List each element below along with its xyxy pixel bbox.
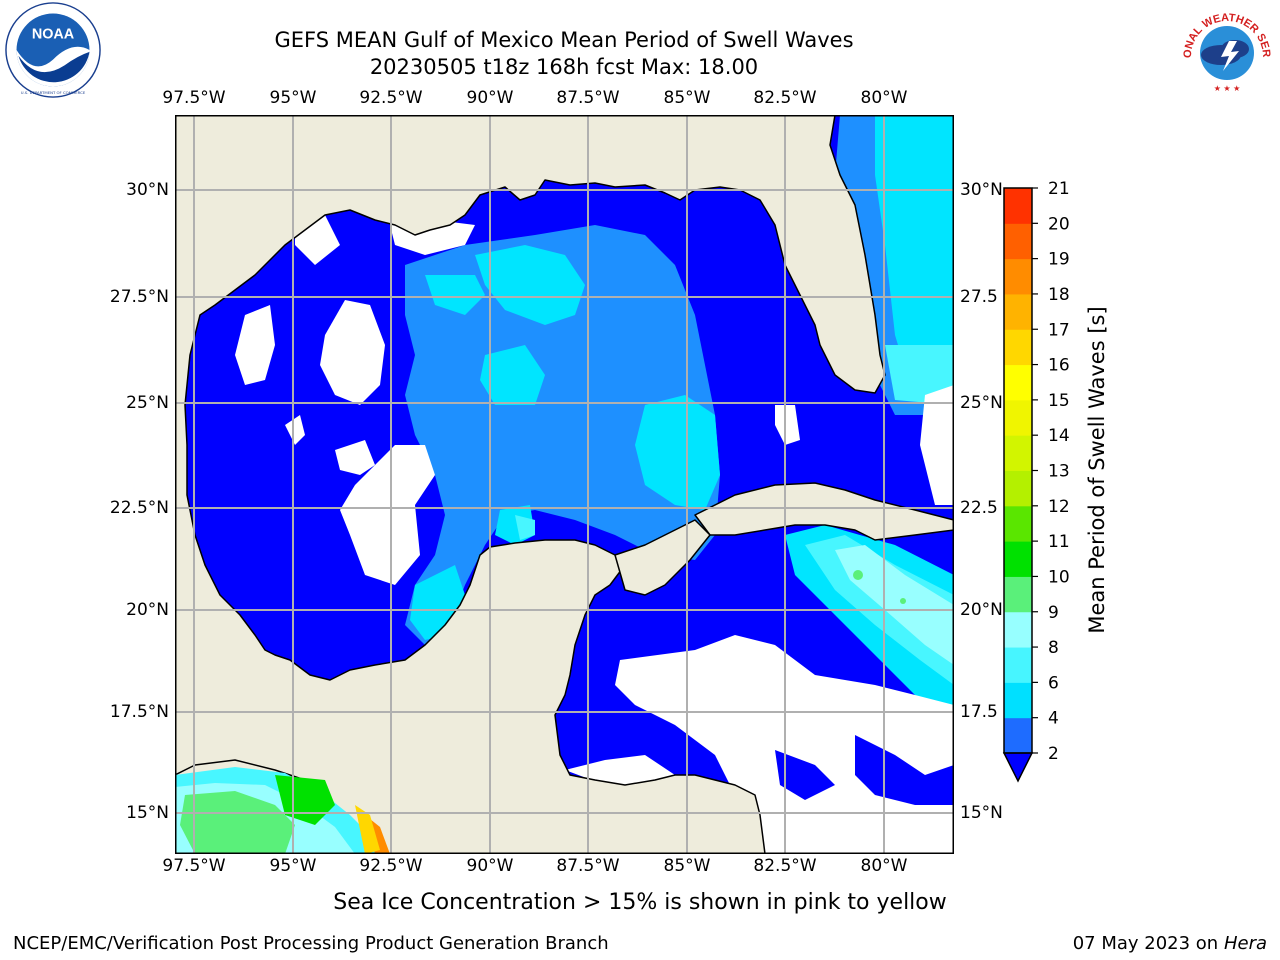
colorbar-segment xyxy=(1004,364,1032,401)
y-tick-left: 15°N xyxy=(126,803,169,823)
colorbar-tick-label: 12 xyxy=(1048,497,1070,517)
y-tick-right: 25°N xyxy=(960,393,1003,413)
colorbar-tick-label: 17 xyxy=(1048,320,1070,340)
y-tick-left: 25°N xyxy=(126,393,169,413)
colorbar-segment xyxy=(1004,541,1032,577)
colorbar-segment xyxy=(1004,435,1032,471)
chart-subtitle: 20230505 t18z 168h fcst Max: 18.00 xyxy=(369,55,759,79)
map-gridlines xyxy=(175,115,954,854)
colorbar-tick-label: 21 xyxy=(1048,180,1070,199)
colorbar-segment xyxy=(1004,647,1032,683)
nws-logo: NATIONAL WEATHER SERVICE ★ ★ ★ xyxy=(1177,1,1274,98)
colorbar-segment xyxy=(1004,399,1032,436)
x-tick-top: 82.5°W xyxy=(753,88,817,108)
colorbar-segment xyxy=(1004,293,1032,330)
colorbar-tick-label: 14 xyxy=(1048,426,1070,446)
x-tick-bottom: 82.5°W xyxy=(753,856,817,876)
x-tick-bottom: 92.5°W xyxy=(359,856,423,876)
pacific-field xyxy=(175,767,390,854)
colorbar-tick-label: 11 xyxy=(1048,532,1070,552)
y-tick-right: 15°N xyxy=(960,803,1003,823)
colorbar-segment xyxy=(1004,329,1032,366)
colorbar-tick-label: 2 xyxy=(1048,744,1059,764)
colorbar-segment xyxy=(1004,505,1032,542)
y-tick-left: 30°N xyxy=(126,180,169,200)
producer-credit: NCEP/EMC/Verification Post Processing Pr… xyxy=(13,933,609,954)
y-tick-right: 30°N xyxy=(960,180,1003,200)
y-tick-right: 27.5 xyxy=(960,287,998,307)
colorbar-tick-label: 16 xyxy=(1048,356,1070,376)
noaa-logo: NOAA U.S. DEPARTMENT OF COMMERCE xyxy=(5,2,101,98)
svg-text:U.S. DEPARTMENT OF COMMERCE: U.S. DEPARTMENT OF COMMERCE xyxy=(21,90,86,95)
land-north-america xyxy=(175,115,954,854)
x-tick-top: 92.5°W xyxy=(359,88,423,108)
y-tick-left: 27.5°N xyxy=(109,287,169,307)
colorbar-tick-label: 9 xyxy=(1048,603,1059,623)
colorbar-label: Mean Period of Swell Waves [s] xyxy=(1085,306,1109,634)
x-tick-bottom: 85°W xyxy=(663,856,711,876)
colorbar-segment xyxy=(1004,470,1032,507)
x-tick-bottom: 90°W xyxy=(466,856,514,876)
colorbar-tick-label: 6 xyxy=(1048,673,1059,693)
map-border xyxy=(175,115,954,854)
y-tick-right: 17.5 xyxy=(960,702,998,722)
colorbar-tick-label: 13 xyxy=(1048,462,1070,482)
colorbar-tick-label: 20 xyxy=(1048,214,1070,234)
x-tick-top: 87.5°W xyxy=(556,88,620,108)
x-tick-bottom: 80°W xyxy=(860,856,908,876)
colorbar-segment xyxy=(1004,576,1032,613)
colorbar-tick-label: 18 xyxy=(1048,285,1070,305)
y-tick-right: 22.5 xyxy=(960,498,998,518)
colorbar-tick-label: 19 xyxy=(1048,250,1070,270)
x-tick-top: 97.5°W xyxy=(162,88,226,108)
run-date: 07 May 2023 on Hera xyxy=(1073,933,1267,954)
colorbar: 2 4 6 8 9 10 11 12 13 14 15 16 17 18 19 20 21 xyxy=(1002,180,1070,783)
colorbar-tick-label: 15 xyxy=(1048,391,1070,411)
x-tick-bottom: 87.5°W xyxy=(556,856,620,876)
y-tick-right: 20°N xyxy=(960,600,1003,620)
x-tick-bottom: 97.5°W xyxy=(162,856,226,876)
run-date-text: 07 May 2023 on xyxy=(1072,933,1219,954)
x-tick-top: 95°W xyxy=(269,88,317,108)
x-tick-top: 80°W xyxy=(860,88,908,108)
colorbar-segment xyxy=(1004,223,1032,260)
colorbar-segment xyxy=(1004,258,1032,295)
gulf-field xyxy=(405,225,720,645)
colorbar-segment xyxy=(1004,611,1032,648)
x-tick-top: 85°W xyxy=(663,88,711,108)
noaa-logo-text: NOAA xyxy=(32,26,75,42)
land-cuba xyxy=(694,482,954,541)
x-tick-bottom: 95°W xyxy=(269,856,317,876)
colorbar-extend-low xyxy=(1002,752,1034,783)
y-tick-left: 20°N xyxy=(126,600,169,620)
map-plot xyxy=(175,115,954,854)
colorbar-segment xyxy=(1004,717,1032,754)
x-tick-top: 90°W xyxy=(466,88,514,108)
colorbar-tick-label: 8 xyxy=(1048,638,1059,658)
sea-ice-note: Sea Ice Concentration > 15% is shown in … xyxy=(333,890,947,915)
chart-title: GEFS MEAN Gulf of Mexico Mean Period of … xyxy=(274,28,854,52)
colorbar-segment xyxy=(1004,682,1032,719)
y-tick-left: 22.5°N xyxy=(109,498,169,518)
colorbar-tick-label: 10 xyxy=(1048,567,1070,587)
colorbar-tick-label: 4 xyxy=(1048,709,1059,729)
svg-text:★ ★ ★: ★ ★ ★ xyxy=(1214,84,1241,93)
host-name: Hera xyxy=(1223,933,1267,954)
colorbar-segment xyxy=(1004,188,1032,224)
y-tick-left: 17.5°N xyxy=(109,702,169,722)
